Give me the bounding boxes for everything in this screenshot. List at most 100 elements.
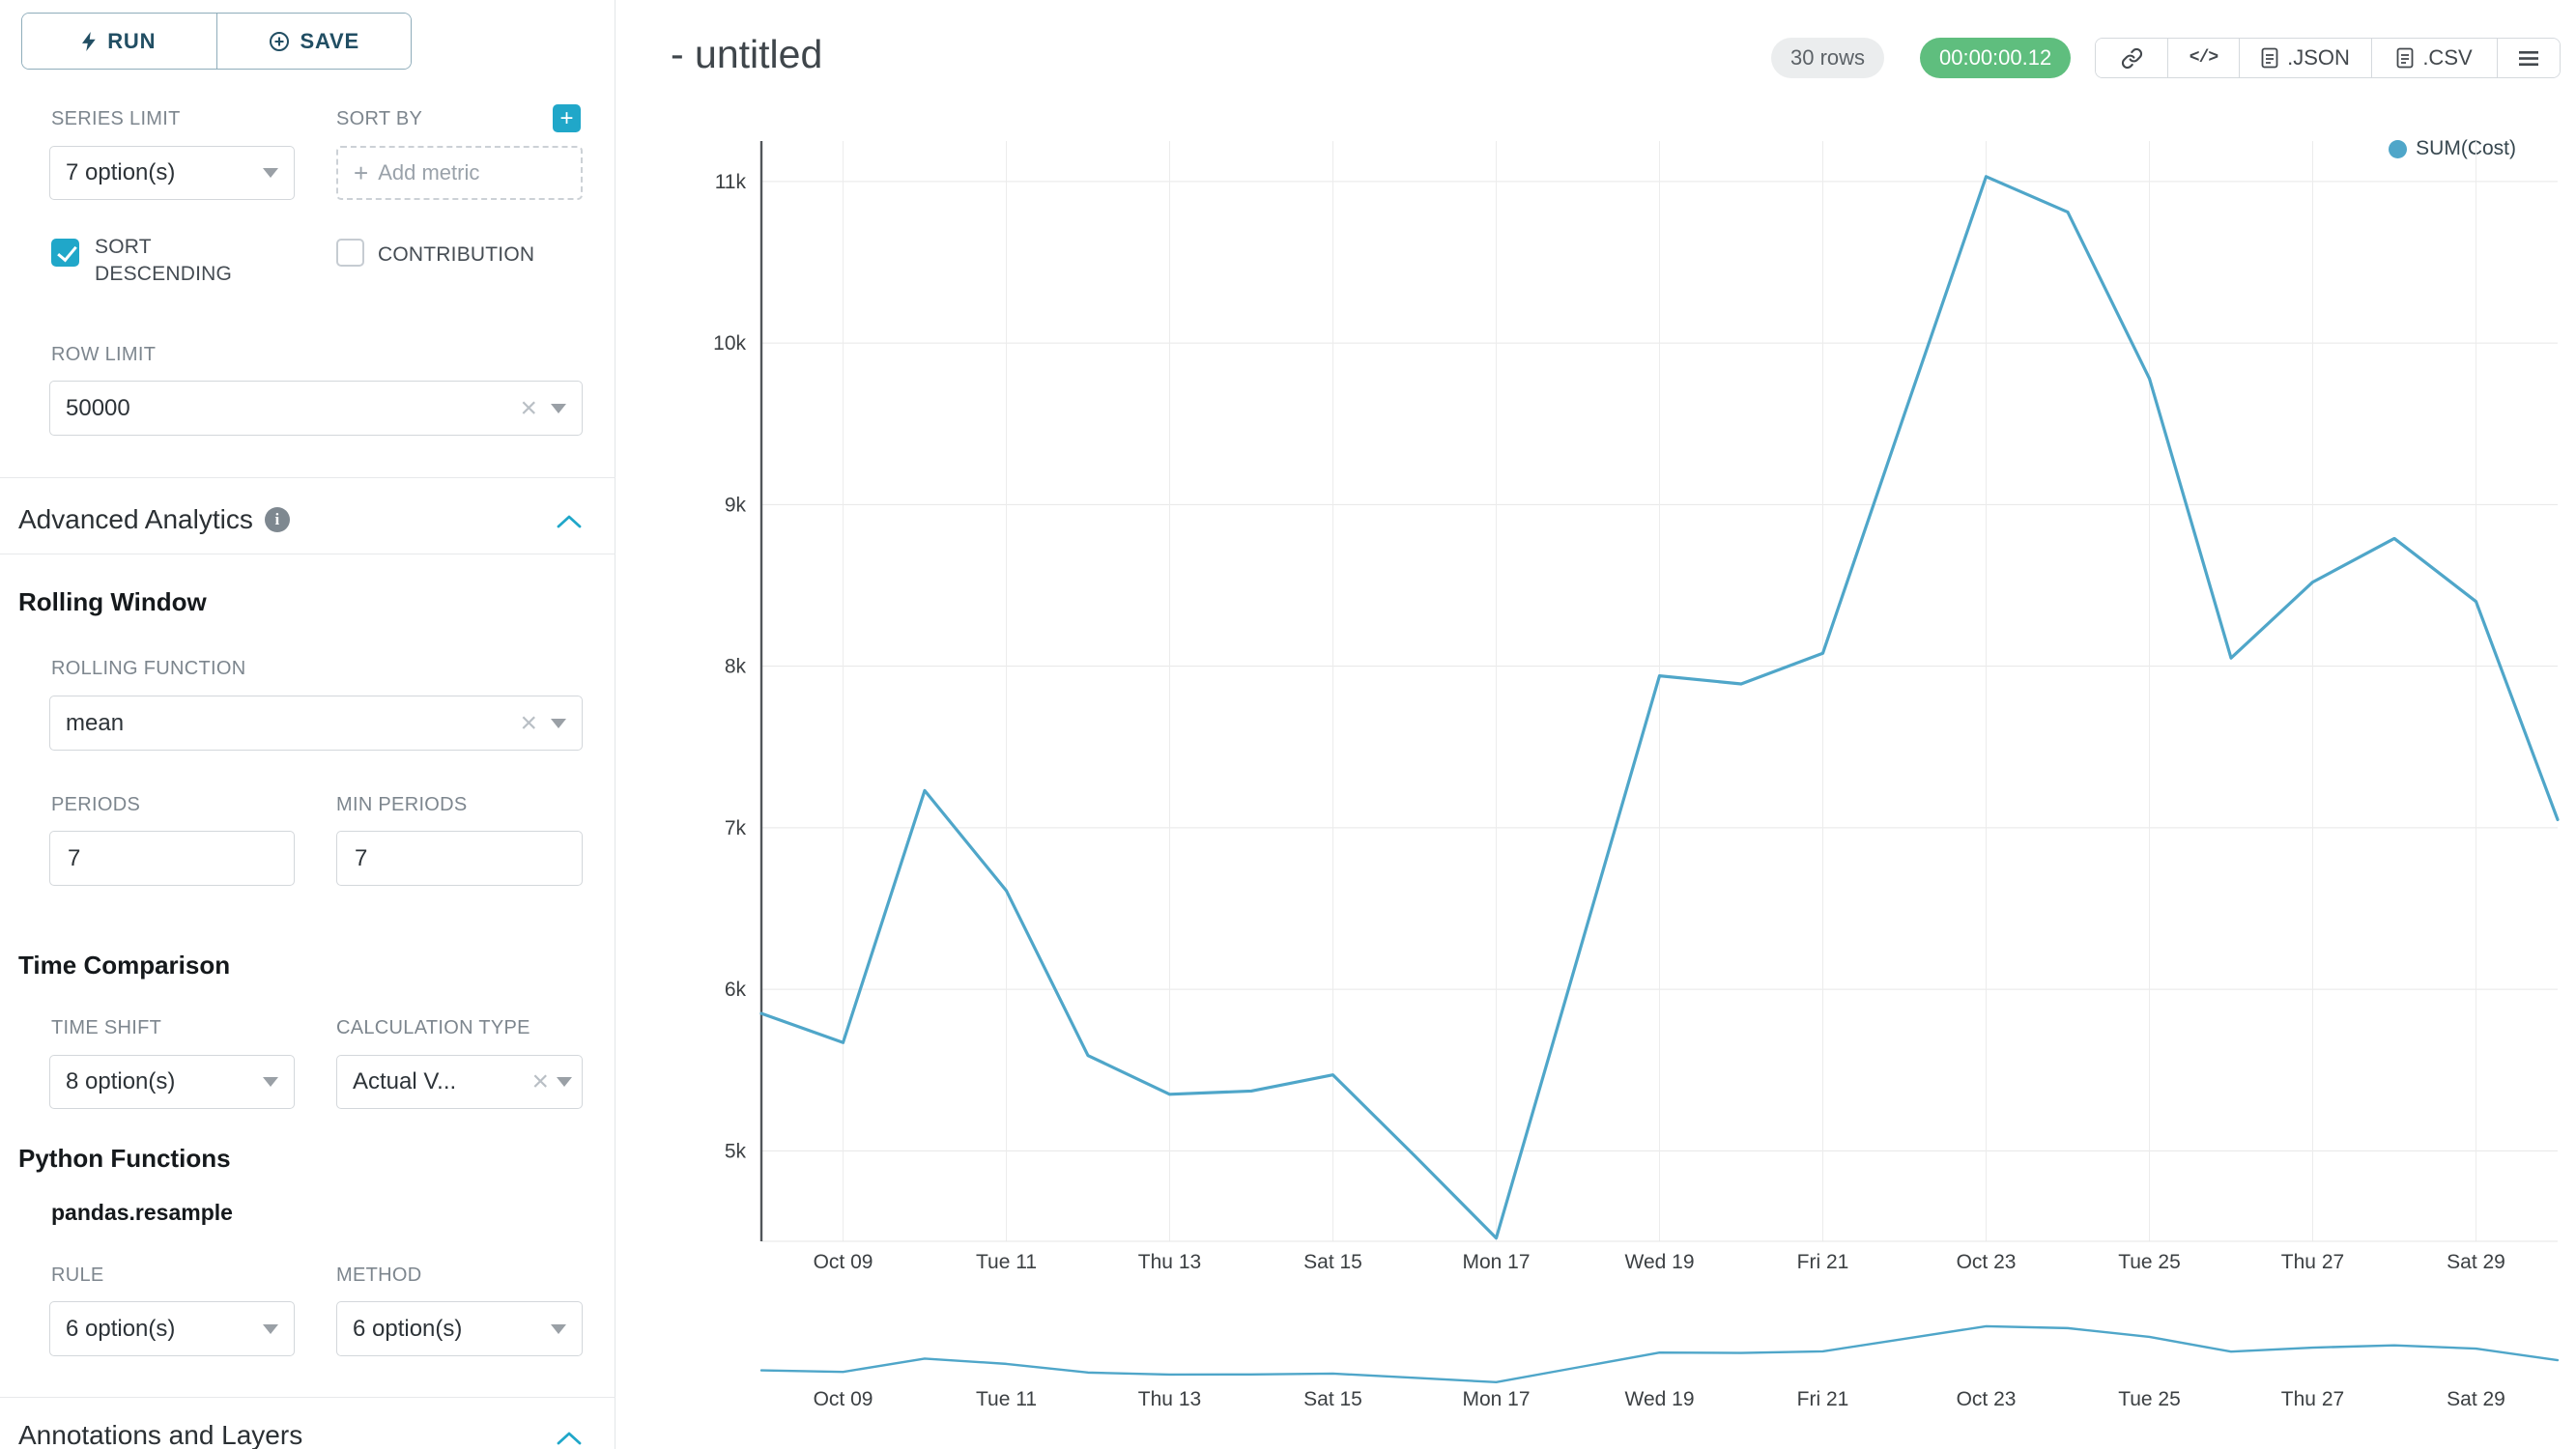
sort-by-add-metric[interactable]: + Add metric: [336, 146, 583, 200]
time-shift-select[interactable]: 8 option(s): [49, 1055, 295, 1109]
sort-by-label: SORT BY: [336, 108, 423, 129]
chevron-down-icon: [263, 1323, 278, 1334]
series-limit-value: 7 option(s): [66, 159, 176, 185]
svg-text:Thu 13: Thu 13: [1138, 1388, 1201, 1410]
svg-text:Tue 25: Tue 25: [2118, 1251, 2181, 1273]
svg-text:6k: 6k: [725, 979, 747, 1001]
chevron-down-icon: [263, 1077, 278, 1087]
rolling-function-label: ROLLING FUNCTION: [51, 658, 246, 679]
calculation-type-label: CALCULATION TYPE: [336, 1017, 530, 1038]
add-sort-plus-button[interactable]: +: [553, 104, 581, 132]
csv-file-icon: [2396, 47, 2414, 69]
rolling-window-title: Rolling Window: [18, 587, 207, 616]
svg-text:Oct 23: Oct 23: [1957, 1388, 2017, 1410]
run-button-label: RUN: [107, 28, 157, 53]
embed-code-button[interactable]: </>: [2167, 39, 2239, 77]
rule-label: RULE: [51, 1264, 104, 1286]
contribution-label[interactable]: CONTRIBUTION: [378, 243, 535, 266]
calculation-type-select[interactable]: Actual V... ×: [336, 1055, 583, 1109]
link-icon: [2121, 47, 2142, 69]
svg-text:11k: 11k: [715, 171, 747, 193]
svg-text:Fri 21: Fri 21: [1797, 1388, 1849, 1410]
plus-circle-icon: [269, 31, 289, 51]
row-limit-select[interactable]: 50000 ×: [49, 381, 583, 436]
svg-text:Sat 29: Sat 29: [2447, 1388, 2505, 1410]
chart-title[interactable]: - untitled: [671, 32, 823, 76]
svg-text:Thu 27: Thu 27: [2281, 1251, 2344, 1273]
svg-text:Sat 29: Sat 29: [2447, 1251, 2505, 1273]
export-json-label: .JSON: [2287, 45, 2350, 70]
export-json-button[interactable]: .JSON: [2239, 39, 2371, 77]
export-csv-button[interactable]: .CSV: [2371, 39, 2497, 77]
time-comparison-title: Time Comparison: [18, 951, 231, 980]
line-chart[interactable]: 11k 10k 9k 8k 7k 6k 5k Oct 09 Tue 11 Thu 13 Sat 15…: [676, 126, 2576, 1333]
collapse-chevron-icon[interactable]: [557, 1432, 582, 1445]
python-functions-title: Python Functions: [18, 1144, 231, 1173]
clear-icon[interactable]: ×: [520, 391, 537, 424]
svg-text:Fri 21: Fri 21: [1797, 1251, 1849, 1273]
svg-text:Mon 17: Mon 17: [1462, 1251, 1530, 1273]
chart-legend[interactable]: SUM(Cost): [2389, 137, 2516, 160]
periods-label: PERIODS: [51, 794, 141, 815]
svg-text:Mon 17: Mon 17: [1462, 1388, 1530, 1410]
save-button-label: SAVE: [300, 28, 359, 53]
run-save-group: RUN SAVE: [21, 13, 412, 70]
save-button[interactable]: SAVE: [215, 14, 411, 69]
json-file-icon: [2261, 47, 2278, 69]
svg-text:Wed 19: Wed 19: [1625, 1251, 1695, 1273]
advanced-analytics-header[interactable]: Advanced Analytics i: [18, 504, 290, 535]
chart-menu-button[interactable]: [2497, 39, 2560, 77]
svg-text:Wed 19: Wed 19: [1625, 1388, 1695, 1410]
chevron-down-icon: [557, 1077, 572, 1087]
periods-input[interactable]: [49, 831, 295, 886]
annotations-header[interactable]: Annotations and Layers: [18, 1420, 302, 1449]
rows-badge: 30 rows: [1771, 38, 1885, 78]
collapse-chevron-icon[interactable]: [557, 515, 582, 528]
svg-text:Oct 09: Oct 09: [814, 1388, 873, 1410]
svg-text:9k: 9k: [725, 494, 747, 516]
clear-icon[interactable]: ×: [531, 1065, 549, 1097]
svg-text:Thu 13: Thu 13: [1138, 1251, 1201, 1273]
copy-link-button[interactable]: [2096, 39, 2167, 77]
svg-text:7k: 7k: [725, 817, 747, 839]
plus-icon: +: [354, 158, 369, 187]
sort-descending-label[interactable]: SORT DESCENDING: [95, 236, 233, 285]
calculation-type-value: Actual V...: [353, 1068, 457, 1094]
hamburger-menu-icon: [2519, 50, 2538, 66]
chevron-down-icon: [551, 718, 566, 728]
rule-value: 6 option(s): [66, 1315, 176, 1342]
export-csv-label: .CSV: [2422, 45, 2473, 70]
svg-text:10k: 10k: [713, 332, 746, 355]
rolling-function-select[interactable]: mean ×: [49, 696, 583, 751]
method-select[interactable]: 6 option(s): [336, 1301, 583, 1356]
row-limit-value: 50000: [66, 394, 130, 421]
clear-icon[interactable]: ×: [520, 706, 537, 739]
info-icon[interactable]: i: [264, 507, 290, 532]
series-limit-label: SERIES LIMIT: [51, 108, 181, 129]
control-panel: RUN SAVE SERIES LIMIT SORT BY + 7 option…: [0, 0, 615, 1449]
lightning-icon: [82, 31, 96, 51]
method-value: 6 option(s): [353, 1315, 463, 1342]
series-limit-select[interactable]: 7 option(s): [49, 146, 295, 200]
contribution-checkbox[interactable]: [336, 239, 364, 267]
run-button[interactable]: RUN: [22, 14, 216, 69]
svg-text:Oct 09: Oct 09: [814, 1251, 873, 1273]
time-shift-value: 8 option(s): [66, 1068, 176, 1094]
sort-descending-checkbox[interactable]: [51, 239, 79, 267]
advanced-analytics-title: Advanced Analytics: [18, 504, 253, 534]
range-preview-chart[interactable]: Oct 09 Tue 11 Thu 13 Sat 15 Mon 17 Wed 19 Fri …: [676, 1309, 2576, 1435]
svg-text:Tue 11: Tue 11: [976, 1251, 1037, 1273]
svg-text:Tue 25: Tue 25: [2118, 1388, 2181, 1410]
chevron-down-icon: [551, 403, 566, 413]
chevron-down-icon: [551, 1323, 566, 1334]
add-metric-placeholder: Add metric: [378, 160, 480, 185]
svg-text:Sat 15: Sat 15: [1303, 1388, 1362, 1410]
code-icon: </>: [2189, 48, 2218, 68]
export-button-group: </> .JSON .CSV: [2095, 38, 2561, 78]
svg-text:Tue 11: Tue 11: [976, 1388, 1037, 1410]
legend-label: SUM(Cost): [2416, 137, 2516, 159]
rule-select[interactable]: 6 option(s): [49, 1301, 295, 1356]
svg-text:Oct 23: Oct 23: [1957, 1251, 2017, 1273]
min-periods-input[interactable]: [336, 831, 583, 886]
